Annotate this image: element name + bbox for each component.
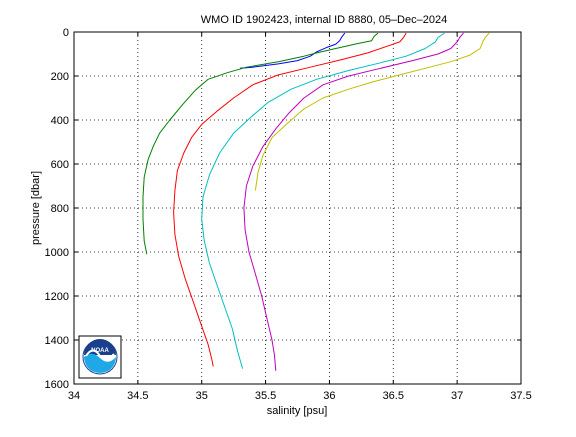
grid: [74, 32, 521, 384]
series-line-4: [201, 32, 445, 369]
y-tick-label: 600: [51, 159, 69, 171]
chart-title: WMO ID 1902423, internal ID 8880, 05–Dec…: [201, 14, 447, 26]
series-layer: [142, 32, 490, 371]
x-tick-label: 36.5: [383, 390, 404, 402]
y-tick-label: 1400: [45, 335, 69, 347]
series-line-5: [243, 32, 464, 371]
y-tick-label: 200: [51, 71, 69, 83]
x-tick-label: 36: [323, 390, 335, 402]
x-ticks: 34 34.5 35 35.5 36 36.5 37 37.5: [68, 32, 532, 402]
logo-sea: [84, 353, 116, 373]
x-tick-label: 35: [196, 390, 208, 402]
noaa-logo: NOAA: [78, 335, 122, 379]
x-tick-label: 34: [68, 390, 80, 402]
y-tick-label: 1600: [45, 379, 69, 391]
y-tick-label: 400: [51, 115, 69, 127]
x-tick-label: 35.5: [255, 390, 276, 402]
series-line-3: [173, 32, 407, 367]
logo-gull-wave: [85, 349, 115, 360]
series-line-6: [254, 32, 490, 191]
y-tick-label: 1000: [45, 247, 69, 259]
y-tick-label: 1200: [45, 291, 69, 303]
x-tick-label: 34.5: [127, 390, 148, 402]
y-tick-label: 0: [63, 27, 69, 39]
series-line-1: [239, 32, 346, 69]
y-tick-label: 800: [51, 203, 69, 215]
logo-text: NOAA: [91, 348, 109, 354]
x-axis-label: salinity [psu]: [267, 405, 328, 417]
x-tick-label: 37: [451, 390, 463, 402]
series-line-2: [142, 32, 379, 255]
x-tick-label: 37.5: [510, 390, 531, 402]
y-axis-label: pressure [dbar]: [30, 171, 42, 245]
y-ticks: 0 200 400 600 800 1000 1200 1400 1600: [45, 27, 521, 391]
